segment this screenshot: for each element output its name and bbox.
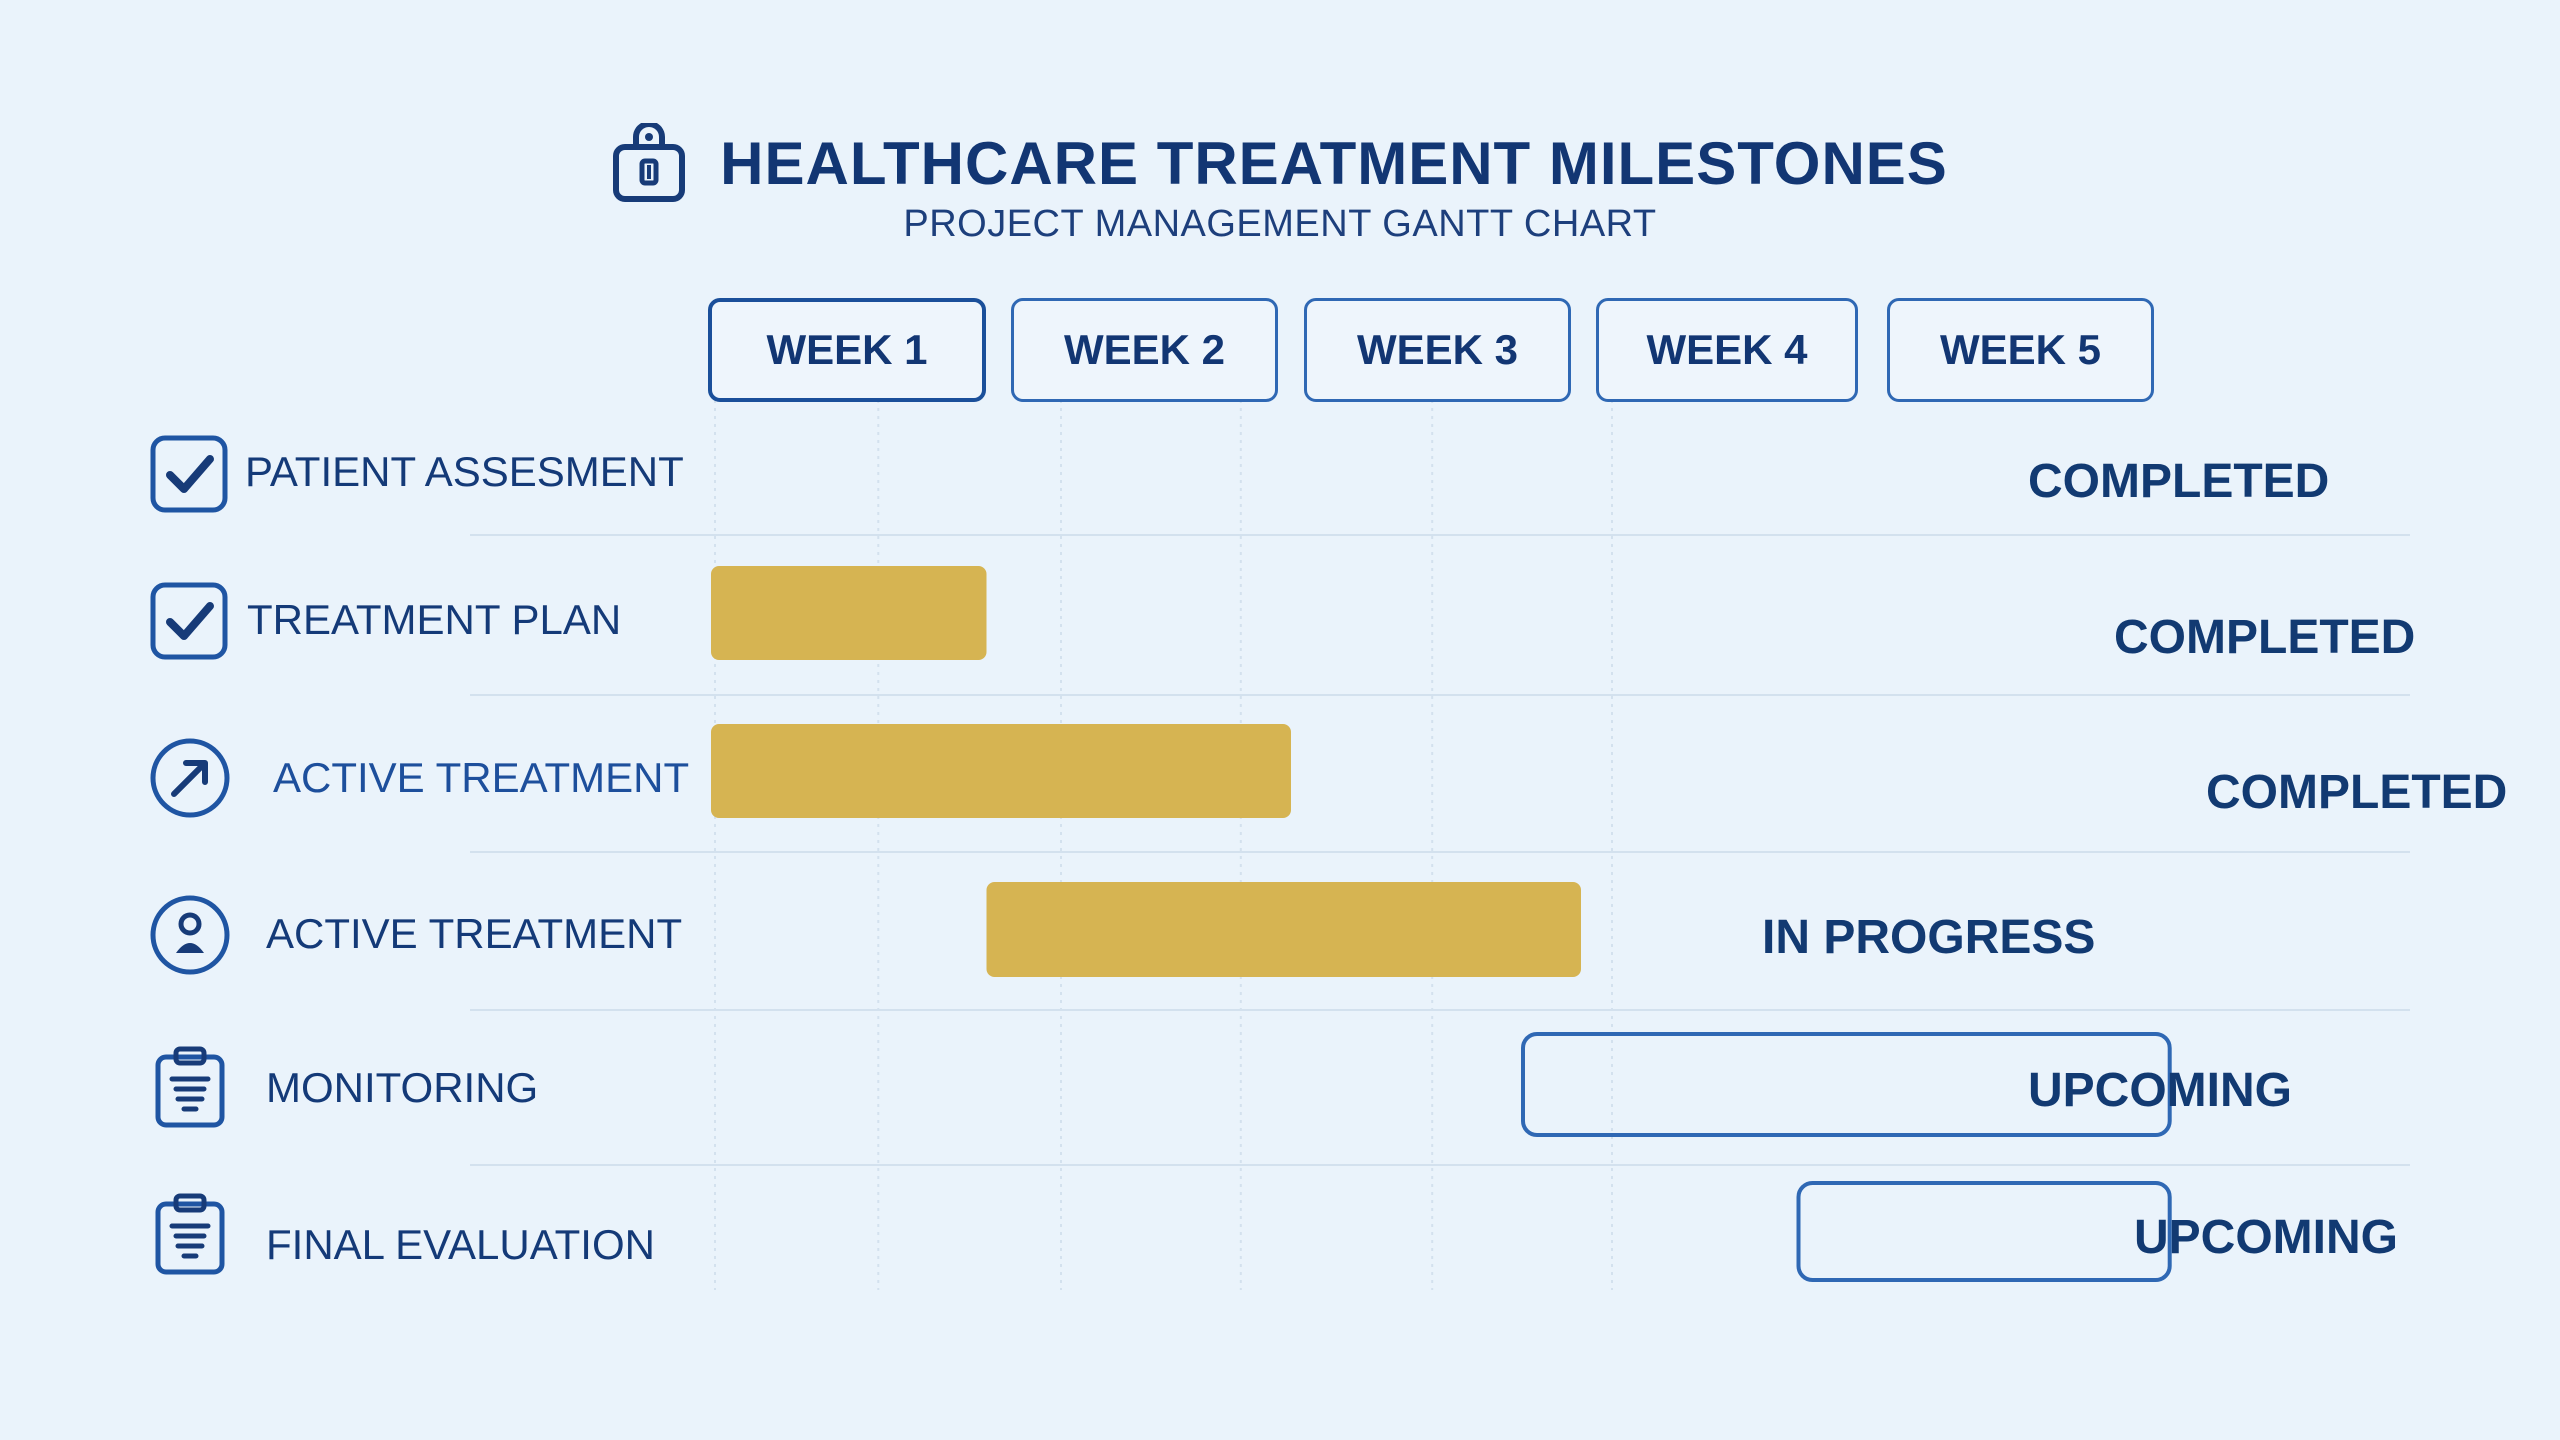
chart-title: HEALTHCARE TREATMENT MILESTONES [720,129,1948,197]
chart-subtitle: PROJECT MANAGEMENT GANTT CHART [903,203,1657,245]
gantt-bar [711,724,1291,818]
gantt-bar [711,566,987,660]
task-label-1: PATIENT ASSESMENT [245,448,684,495]
status-label-2: COMPLETED [2114,610,2416,664]
status-label-5: UPCOMING [2028,1063,2292,1117]
gantt-bar-outline [1796,1181,2172,1282]
clipboard-icon [155,1193,225,1275]
medical-bag-icon [613,123,686,202]
week-header-5[interactable]: WEEK 5 [1887,298,2154,402]
checkbox-checked-icon [150,435,228,513]
gantt-bar-outline [1521,1032,2172,1137]
task-label-6: FINAL EVALUATION [266,1221,655,1268]
status-label-6: UPCOMING [2134,1210,2398,1264]
clipboard-icon [155,1046,225,1128]
status-label-1: COMPLETED [2028,454,2330,508]
task-label-3: ACTIVE TREATMENT [273,754,690,801]
task-label-4: ACTIVE TREATMENT [266,910,683,957]
week-header-4[interactable]: WEEK 4 [1596,298,1858,402]
week-header-1[interactable]: WEEK 1 [708,298,986,402]
week-header-3[interactable]: WEEK 3 [1304,298,1571,402]
task-label-2: TREATMENT PLAN [247,596,622,643]
progress-arrow-icon [150,738,230,818]
patient-icon [150,895,230,975]
task-label-5: MONITORING [266,1064,539,1111]
checkbox-checked-icon [150,582,228,660]
status-label-3: COMPLETED [2206,765,2508,819]
gantt-bar [986,882,1581,977]
title-row: HEALTHCARE TREATMENT MILESTONES [0,118,2560,208]
week-header-2[interactable]: WEEK 2 [1011,298,1278,402]
status-label-4: IN PROGRESS [1762,910,2096,964]
